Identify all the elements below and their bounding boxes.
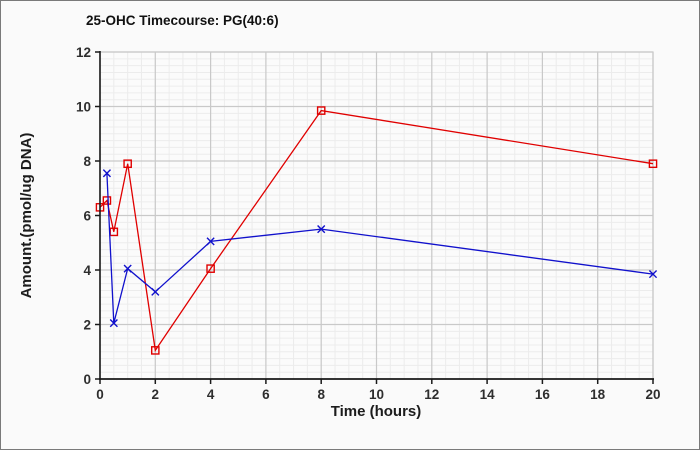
chart-title: 25-OHC Timecourse: PG(40:6) [86,13,279,28]
y-tick-label: 6 [83,209,91,224]
x-tick-label: 8 [317,387,325,402]
marker-square [206,264,215,273]
marker-x [123,264,132,273]
x-tick-label: 12 [424,387,439,402]
series-blue-x-crosses [102,169,658,328]
x-tick-label: 6 [262,387,270,402]
data-series [95,106,658,355]
marker-x [109,319,118,328]
y-tick-label: 0 [83,372,91,387]
marker-x [206,237,215,246]
x-tick-label: 16 [535,387,551,402]
y-tick-label: 2 [83,318,91,333]
y-tick-label: 8 [83,154,91,169]
marker-square [123,159,132,169]
tick-labels: 0 2 4 6 8 10 12 14 16 18 20 0 2 4 6 8 10 12 [76,45,661,402]
x-tick-label: 2 [152,387,160,402]
y-tick-label: 4 [83,263,91,278]
x-tick-label: 4 [207,387,215,402]
x-tick-label: 0 [96,387,104,402]
tick-marks [95,51,654,384]
marker-x [317,225,326,234]
marker-square [648,159,658,169]
x-axis-label: Time (hours) [331,403,422,420]
y-tick-label: 10 [76,100,91,115]
marker-square [150,346,160,355]
marker-x [102,169,112,178]
x-tick-label: 18 [590,387,606,402]
marker-x [648,269,658,279]
y-axis-label: Amount.(pmol/ug DNA) [18,133,35,299]
marker-square [102,196,112,205]
x-tick-label: 14 [480,387,496,402]
marker-x [151,287,160,296]
y-tick-label: 12 [76,45,91,60]
x-tick-label: 20 [645,387,660,402]
x-tick-label: 10 [369,387,384,402]
marker-square [316,106,326,115]
